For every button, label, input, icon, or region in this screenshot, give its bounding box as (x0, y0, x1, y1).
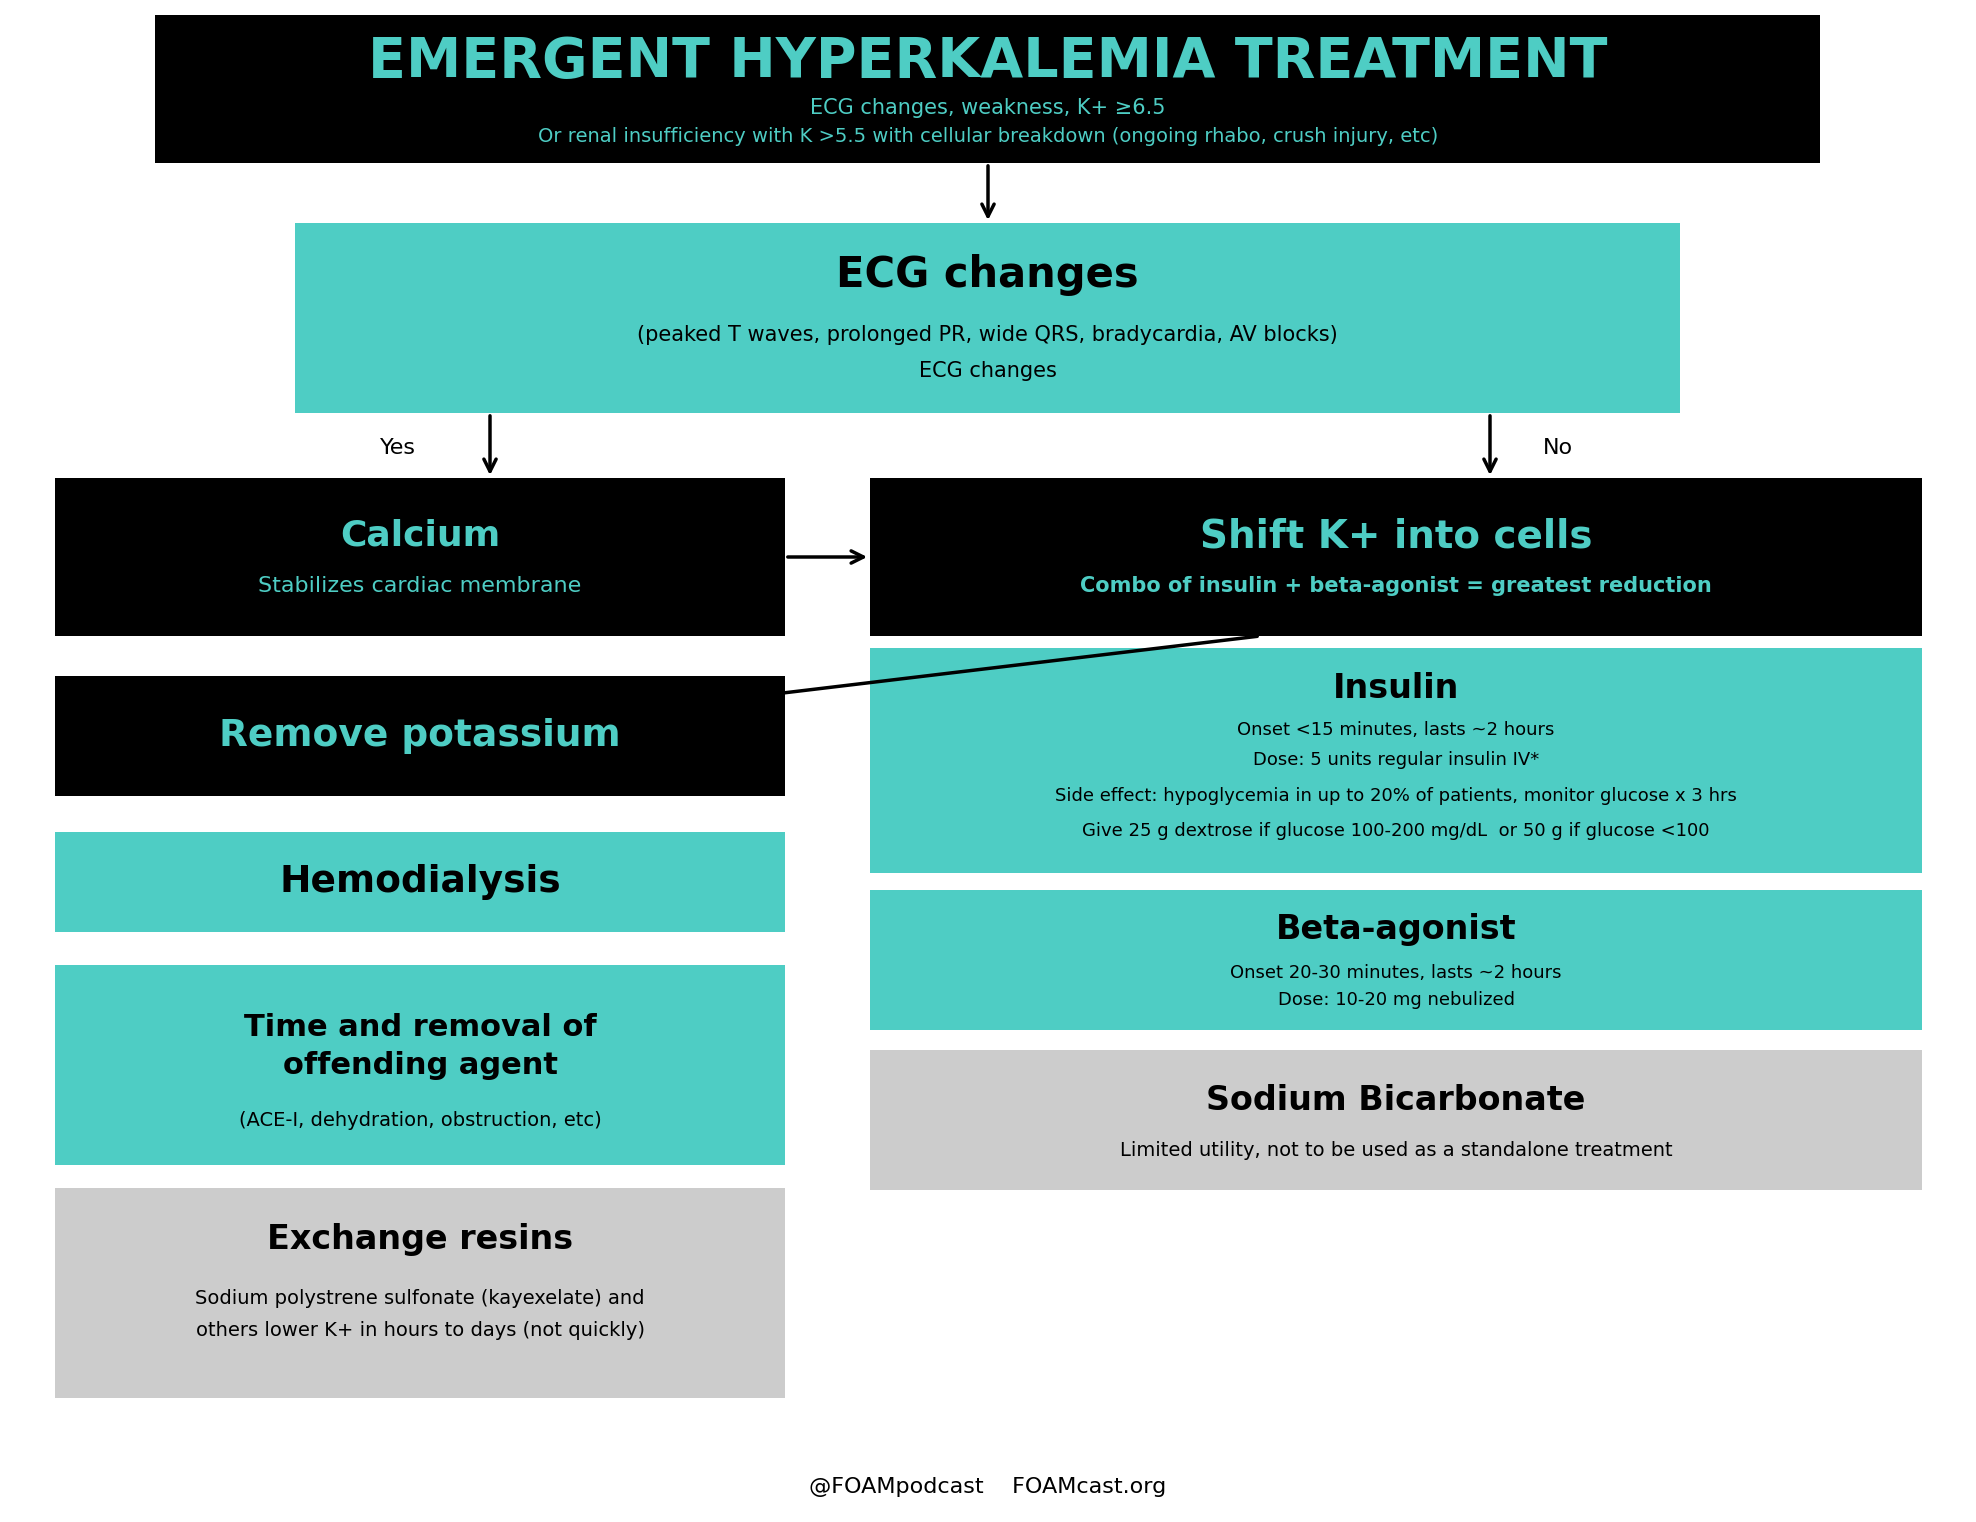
Text: offending agent: offending agent (283, 1050, 557, 1079)
Text: Calcium: Calcium (340, 519, 500, 552)
Text: (peaked T waves, prolonged PR, wide QRS, bradycardia, AV blocks): (peaked T waves, prolonged PR, wide QRS,… (636, 326, 1338, 345)
Text: Beta-agonist: Beta-agonist (1276, 913, 1516, 947)
Bar (294, 224, 1680, 412)
Text: others lower K+ in hours to days (not quickly): others lower K+ in hours to days (not qu… (196, 1321, 644, 1341)
Text: No: No (1543, 438, 1573, 458)
Bar (869, 1050, 1923, 1190)
Text: ECG changes, weakness, K+ ≥6.5: ECG changes, weakness, K+ ≥6.5 (810, 97, 1166, 119)
Text: Or renal insufficiency with K >5.5 with cellular breakdown (ongoing rhabo, crush: Or renal insufficiency with K >5.5 with … (537, 126, 1439, 146)
Bar (55, 965, 784, 1164)
Bar (154, 15, 1820, 163)
Text: ECG changes: ECG changes (836, 254, 1138, 295)
Bar (869, 648, 1923, 874)
Text: Give 25 g dextrose if glucose 100-200 mg/dL  or 50 g if glucose <100: Give 25 g dextrose if glucose 100-200 mg… (1083, 822, 1709, 840)
Bar (55, 833, 784, 931)
Text: Time and removal of: Time and removal of (243, 1012, 597, 1041)
Bar (55, 676, 784, 796)
Text: Dose: 10-20 mg nebulized: Dose: 10-20 mg nebulized (1278, 991, 1514, 1009)
Text: Sodium Bicarbonate: Sodium Bicarbonate (1205, 1084, 1585, 1117)
Text: Sodium polystrene sulfonate (kayexelate) and: Sodium polystrene sulfonate (kayexelate)… (196, 1289, 644, 1307)
Text: @FOAMpodcast    FOAMcast.org: @FOAMpodcast FOAMcast.org (810, 1476, 1166, 1498)
Bar (869, 890, 1923, 1030)
Text: Shift K+ into cells: Shift K+ into cells (1199, 517, 1593, 556)
Bar (869, 478, 1923, 636)
Text: EMERGENT HYPERKALEMIA TREATMENT: EMERGENT HYPERKALEMIA TREATMENT (368, 35, 1608, 88)
Text: Hemodialysis: Hemodialysis (279, 864, 561, 900)
Text: Yes: Yes (379, 438, 417, 458)
Text: Onset <15 minutes, lasts ~2 hours: Onset <15 minutes, lasts ~2 hours (1237, 721, 1555, 740)
Text: Onset 20-30 minutes, lasts ~2 hours: Onset 20-30 minutes, lasts ~2 hours (1231, 963, 1561, 982)
Text: ECG changes: ECG changes (919, 361, 1057, 380)
Bar (55, 478, 784, 636)
Text: Dose: 5 units regular insulin IV*: Dose: 5 units regular insulin IV* (1253, 750, 1539, 769)
Text: Remove potassium: Remove potassium (219, 718, 620, 753)
Text: Limited utility, not to be used as a standalone treatment: Limited utility, not to be used as a sta… (1120, 1140, 1672, 1160)
Text: Insulin: Insulin (1334, 671, 1458, 705)
Bar (55, 1189, 784, 1399)
Text: Side effect: hypoglycemia in up to 20% of patients, monitor glucose x 3 hrs: Side effect: hypoglycemia in up to 20% o… (1055, 787, 1737, 805)
Text: Stabilizes cardiac membrane: Stabilizes cardiac membrane (259, 575, 581, 597)
Text: (ACE-I, dehydration, obstruction, etc): (ACE-I, dehydration, obstruction, etc) (239, 1111, 601, 1129)
Text: Combo of insulin + beta-agonist = greatest reduction: Combo of insulin + beta-agonist = greate… (1081, 575, 1711, 597)
Text: Exchange resins: Exchange resins (267, 1224, 573, 1257)
